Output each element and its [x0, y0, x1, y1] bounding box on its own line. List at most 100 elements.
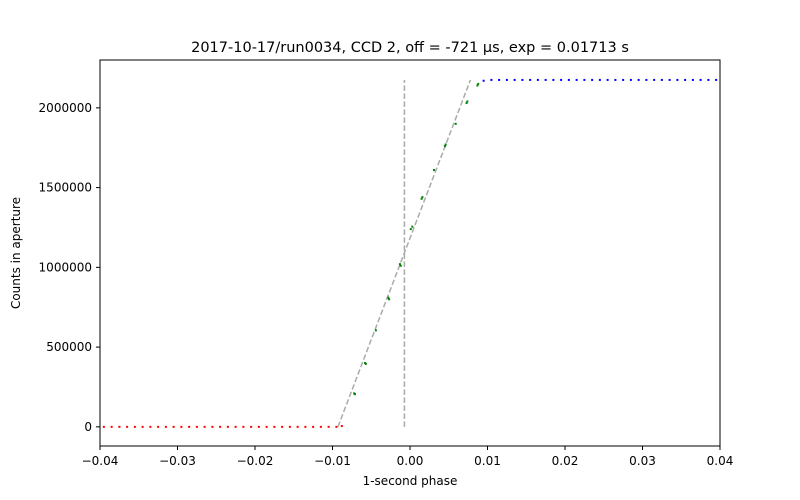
data-point: [691, 78, 694, 81]
data-point: [433, 169, 436, 172]
x-tick-label: −0.01: [314, 454, 351, 468]
data-point: [521, 78, 524, 81]
data-point: [353, 393, 356, 396]
y-tick-label: 500000: [46, 340, 92, 354]
plot-area: [99, 59, 721, 447]
data-point: [102, 425, 105, 428]
data-point: [466, 100, 469, 103]
data-point: [304, 425, 307, 428]
y-tick-label: 2000000: [39, 101, 92, 115]
data-point: [388, 298, 391, 301]
data-point: [668, 78, 671, 81]
data-point: [157, 425, 160, 428]
data-point: [606, 78, 609, 81]
data-point: [477, 82, 480, 85]
data-point: [399, 264, 402, 267]
data-point: [149, 425, 152, 428]
data-point: [465, 102, 468, 105]
data-point: [219, 425, 222, 428]
data-point: [443, 145, 446, 148]
data-point: [374, 329, 377, 332]
x-tick-label: −0.04: [82, 454, 119, 468]
data-point: [265, 425, 268, 428]
data-point: [195, 425, 198, 428]
data-point: [575, 78, 578, 81]
data-point: [552, 78, 555, 81]
data-point: [653, 78, 656, 81]
x-tick-label: −0.02: [237, 454, 274, 468]
x-tick-label: 0.00: [397, 454, 424, 468]
x-tick-label: 0.01: [474, 454, 501, 468]
data-point: [172, 425, 175, 428]
chart-title: 2017-10-17/run0034, CCD 2, off = -721 μs…: [191, 40, 629, 56]
data-point: [505, 78, 508, 81]
data-point: [560, 78, 563, 81]
data-point: [257, 425, 260, 428]
data-point: [118, 425, 121, 428]
data-point: [126, 425, 129, 428]
data-point: [660, 78, 663, 81]
data-point: [490, 78, 493, 81]
data-point: [234, 425, 237, 428]
data-point: [110, 425, 113, 428]
data-point: [676, 78, 679, 81]
data-point: [476, 84, 479, 87]
data-point: [707, 78, 710, 81]
data-point: [250, 425, 253, 428]
x-tick-label: 0.04: [707, 454, 734, 468]
data-point: [567, 78, 570, 81]
data-point: [340, 425, 343, 428]
data-point: [637, 78, 640, 81]
data-point: [335, 425, 338, 428]
data-point: [387, 296, 390, 299]
data-point: [273, 425, 276, 428]
data-point: [188, 425, 191, 428]
y-tick-label: 1500000: [39, 181, 92, 195]
data-point: [296, 425, 299, 428]
data-point: [444, 143, 447, 146]
fit-line: [337, 79, 472, 428]
data-point: [319, 425, 322, 428]
data-point: [536, 78, 539, 81]
data-point: [409, 228, 412, 231]
x-axis-label: 1-second phase: [363, 474, 458, 488]
data-point: [529, 78, 532, 81]
data-point: [364, 362, 367, 365]
data-layer: [102, 78, 718, 428]
data-point: [312, 425, 315, 428]
data-point: [454, 122, 457, 125]
data-point: [420, 197, 423, 200]
data-point: [513, 78, 516, 81]
data-point: [614, 78, 617, 81]
data-point: [699, 78, 702, 81]
data-point: [498, 78, 501, 81]
data-point: [141, 425, 144, 428]
data-point: [544, 78, 547, 81]
data-point: [421, 196, 424, 199]
data-point: [411, 225, 414, 228]
data-point: [622, 78, 625, 81]
data-point: [211, 425, 214, 428]
plot-frame: [99, 59, 721, 447]
data-point: [133, 425, 136, 428]
data-point: [281, 425, 284, 428]
data-point: [288, 425, 291, 428]
y-axis: 0 500000 1000000 1500000 2000000: [39, 101, 100, 434]
data-point: [715, 78, 718, 81]
data-point: [684, 78, 687, 81]
y-axis-label: Counts in aperture: [9, 197, 23, 309]
data-point: [226, 425, 229, 428]
y-tick-label: 0: [84, 420, 92, 434]
data-point: [327, 425, 330, 428]
x-axis: −0.04 −0.03 −0.02 −0.01 0.00 0.01 0.02 0.03 0.04: [82, 446, 734, 468]
data-point: [591, 78, 594, 81]
data-point: [398, 263, 401, 266]
data-point: [629, 78, 632, 81]
x-tick-label: 0.02: [552, 454, 579, 468]
y-tick-label: 1000000: [39, 260, 92, 274]
data-point: [242, 425, 245, 428]
data-point: [598, 78, 601, 81]
data-point: [180, 425, 183, 428]
data-point: [164, 425, 167, 428]
